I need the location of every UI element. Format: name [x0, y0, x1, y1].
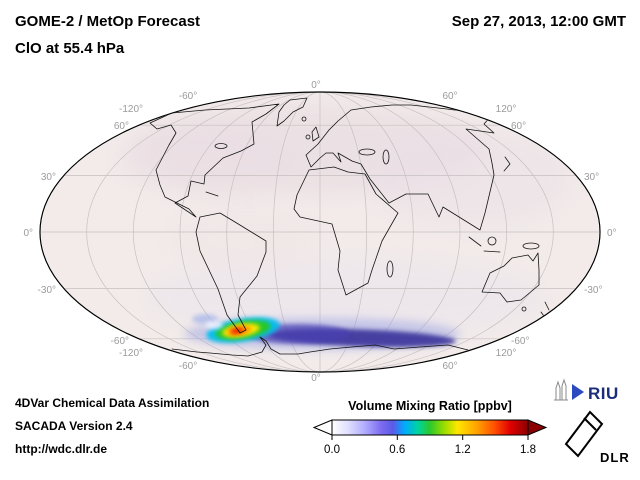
great-lakes [214, 143, 228, 149]
lon-label: 120° [496, 348, 517, 359]
lat-label: -60° [511, 336, 529, 347]
lon-label: 120° [496, 104, 517, 115]
australia-coastline [481, 252, 540, 303]
lat-label: 0° [23, 228, 33, 239]
borneo-coastline [487, 236, 497, 246]
lat-label: 60° [511, 121, 526, 132]
eurasia-coastline [305, 104, 495, 231]
dlr-logo-text: DLR [600, 450, 630, 465]
lon-label: 60° [442, 91, 457, 102]
footer-version-label: SACADA Version 2.4 [15, 419, 133, 433]
madagascar-coastline [386, 260, 394, 278]
colorbar-gradient-bar [331, 419, 529, 436]
colorbar-title: Volume Mixing Ratio [ppbv] [348, 399, 512, 413]
lat-label: 30° [584, 172, 599, 183]
clo-plume [184, 314, 460, 350]
lon-label: -120° [119, 104, 143, 115]
map-boundary [39, 91, 601, 373]
footer-url-label: http://wdc.dlr.de [15, 442, 107, 456]
south-america-coastline [195, 212, 267, 334]
page-title: GOME-2 / MetOp Forecast [15, 13, 201, 30]
latitude-labels: 60° 30° 0° -30° -60° 60° 30° 0° -30° -60… [23, 121, 616, 347]
page-subtitle: ClO at 55.4 hPa [15, 40, 125, 57]
riu-triangle-icon [572, 384, 584, 400]
greenland-coastline [276, 97, 308, 127]
colorbar-left-arrow [312, 419, 333, 436]
colorbar-right-arrow [527, 419, 548, 436]
africa-coastline [293, 166, 399, 296]
colorbar-tick-label: 1.8 [520, 444, 536, 456]
ireland-coastline [305, 134, 311, 140]
colorbar: Volume Mixing Ratio [ppbv] 0.0 0.6 1.2 1… [312, 399, 548, 456]
dlr-signet-icon [564, 410, 604, 458]
lat-label: -60° [111, 336, 129, 347]
lon-label: 0° [311, 373, 321, 384]
lat-label: 60° [114, 121, 129, 132]
clo-field-faint [120, 105, 570, 334]
footer-assimilation-label: 4DVar Chemical Data Assimilation [15, 396, 210, 410]
lon-label: -60° [179, 91, 197, 102]
lon-label: -120° [119, 348, 143, 359]
cathedral-icon [554, 378, 568, 401]
clo-plume-hotspot [206, 317, 280, 343]
indonesia-coastline [468, 236, 501, 253]
black-sea [358, 148, 376, 156]
north-america-coastline [149, 103, 280, 218]
cuba-coastline [205, 191, 219, 197]
lat-label: -30° [584, 285, 602, 296]
graticule [41, 92, 599, 372]
lat-label: 0° [607, 228, 617, 239]
coastlines [149, 97, 550, 357]
riu-logo: RIU [554, 378, 619, 403]
lon-label: 60° [442, 361, 457, 372]
caspian-sea [382, 149, 390, 165]
iceland-coastline [301, 116, 307, 122]
riu-logo-text: RIU [588, 384, 619, 403]
british-isles-coastline [311, 126, 320, 142]
japan-coastline [503, 156, 511, 172]
colorbar-tick-label: 1.2 [455, 444, 471, 456]
lat-label: 30° [41, 172, 56, 183]
longitude-labels: -120° -60° 0° 60° 120° -120° -60° 0° 60°… [119, 80, 516, 384]
forecast-datetime: Sep 27, 2013, 12:00 GMT [451, 13, 626, 30]
lon-label: 0° [311, 80, 321, 91]
colorbar-ticks [331, 435, 529, 440]
new-guinea-coastline [522, 242, 540, 250]
antarctica-coastline [171, 336, 469, 357]
lon-label: -60° [179, 361, 197, 372]
colorbar-tick-label: 0.0 [324, 444, 340, 456]
dlr-logo: DLR [564, 410, 630, 465]
lat-label: -30° [38, 285, 56, 296]
tasmania-coastline [521, 306, 527, 312]
colorbar-tick-label: 0.6 [389, 444, 405, 456]
